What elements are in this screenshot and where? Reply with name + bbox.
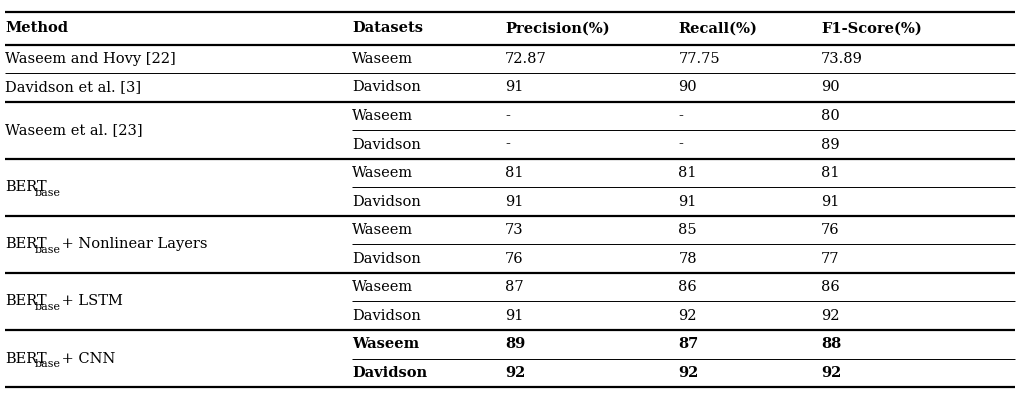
Text: Davidson: Davidson bbox=[352, 252, 421, 266]
Text: 80: 80 bbox=[820, 109, 839, 123]
Text: -: - bbox=[678, 109, 683, 123]
Text: Waseem and Hovy [22]: Waseem and Hovy [22] bbox=[5, 52, 175, 66]
Text: Method: Method bbox=[5, 21, 68, 36]
Text: 92: 92 bbox=[678, 309, 696, 323]
Text: Davidson: Davidson bbox=[352, 81, 421, 95]
Text: base: base bbox=[35, 245, 60, 255]
Text: 91: 91 bbox=[678, 195, 696, 209]
Text: 91: 91 bbox=[504, 81, 523, 95]
Text: 92: 92 bbox=[820, 366, 841, 380]
Text: 89: 89 bbox=[820, 138, 839, 152]
Text: 91: 91 bbox=[504, 309, 523, 323]
Text: 73.89: 73.89 bbox=[820, 52, 862, 66]
Text: 91: 91 bbox=[504, 195, 523, 209]
Text: Recall(%): Recall(%) bbox=[678, 21, 756, 36]
Text: Davidson: Davidson bbox=[352, 138, 421, 152]
Text: BERT: BERT bbox=[5, 237, 47, 251]
Text: BERT: BERT bbox=[5, 294, 47, 308]
Text: Davidson: Davidson bbox=[352, 366, 427, 380]
Text: 90: 90 bbox=[678, 81, 696, 95]
Text: Waseem et al. [23]: Waseem et al. [23] bbox=[5, 123, 143, 137]
Text: base: base bbox=[35, 359, 60, 369]
Text: BERT: BERT bbox=[5, 180, 47, 194]
Text: 92: 92 bbox=[820, 309, 839, 323]
Text: 81: 81 bbox=[820, 166, 839, 180]
Text: 72.87: 72.87 bbox=[504, 52, 546, 66]
Text: 92: 92 bbox=[504, 366, 525, 380]
Text: 76: 76 bbox=[504, 252, 523, 266]
Text: + LSTM: + LSTM bbox=[57, 294, 122, 308]
Text: Waseem: Waseem bbox=[352, 109, 413, 123]
Text: 81: 81 bbox=[504, 166, 523, 180]
Text: + Nonlinear Layers: + Nonlinear Layers bbox=[57, 237, 207, 251]
Text: -: - bbox=[504, 109, 510, 123]
Text: Davidson: Davidson bbox=[352, 309, 421, 323]
Text: 92: 92 bbox=[678, 366, 698, 380]
Text: 87: 87 bbox=[504, 280, 523, 294]
Text: Davidson: Davidson bbox=[352, 195, 421, 209]
Text: Waseem: Waseem bbox=[352, 337, 419, 351]
Text: 78: 78 bbox=[678, 252, 696, 266]
Text: Datasets: Datasets bbox=[352, 21, 423, 36]
Text: Waseem: Waseem bbox=[352, 52, 413, 66]
Text: 86: 86 bbox=[678, 280, 696, 294]
Text: 88: 88 bbox=[820, 337, 841, 351]
Text: 76: 76 bbox=[820, 223, 839, 237]
Text: 85: 85 bbox=[678, 223, 696, 237]
Text: Davidson et al. [3]: Davidson et al. [3] bbox=[5, 81, 141, 95]
Text: 89: 89 bbox=[504, 337, 525, 351]
Text: 86: 86 bbox=[820, 280, 839, 294]
Text: base: base bbox=[35, 302, 60, 312]
Text: Waseem: Waseem bbox=[352, 280, 413, 294]
Text: F1-Score(%): F1-Score(%) bbox=[820, 21, 921, 36]
Text: Waseem: Waseem bbox=[352, 223, 413, 237]
Text: 91: 91 bbox=[820, 195, 839, 209]
Text: base: base bbox=[35, 188, 60, 198]
Text: 73: 73 bbox=[504, 223, 523, 237]
Text: 77.75: 77.75 bbox=[678, 52, 719, 66]
Text: -: - bbox=[678, 138, 683, 152]
Text: + CNN: + CNN bbox=[57, 352, 115, 365]
Text: Precision(%): Precision(%) bbox=[504, 21, 609, 36]
Text: BERT: BERT bbox=[5, 352, 47, 365]
Text: -: - bbox=[504, 138, 510, 152]
Text: 77: 77 bbox=[820, 252, 839, 266]
Text: 90: 90 bbox=[820, 81, 839, 95]
Text: 87: 87 bbox=[678, 337, 698, 351]
Text: 81: 81 bbox=[678, 166, 696, 180]
Text: Waseem: Waseem bbox=[352, 166, 413, 180]
